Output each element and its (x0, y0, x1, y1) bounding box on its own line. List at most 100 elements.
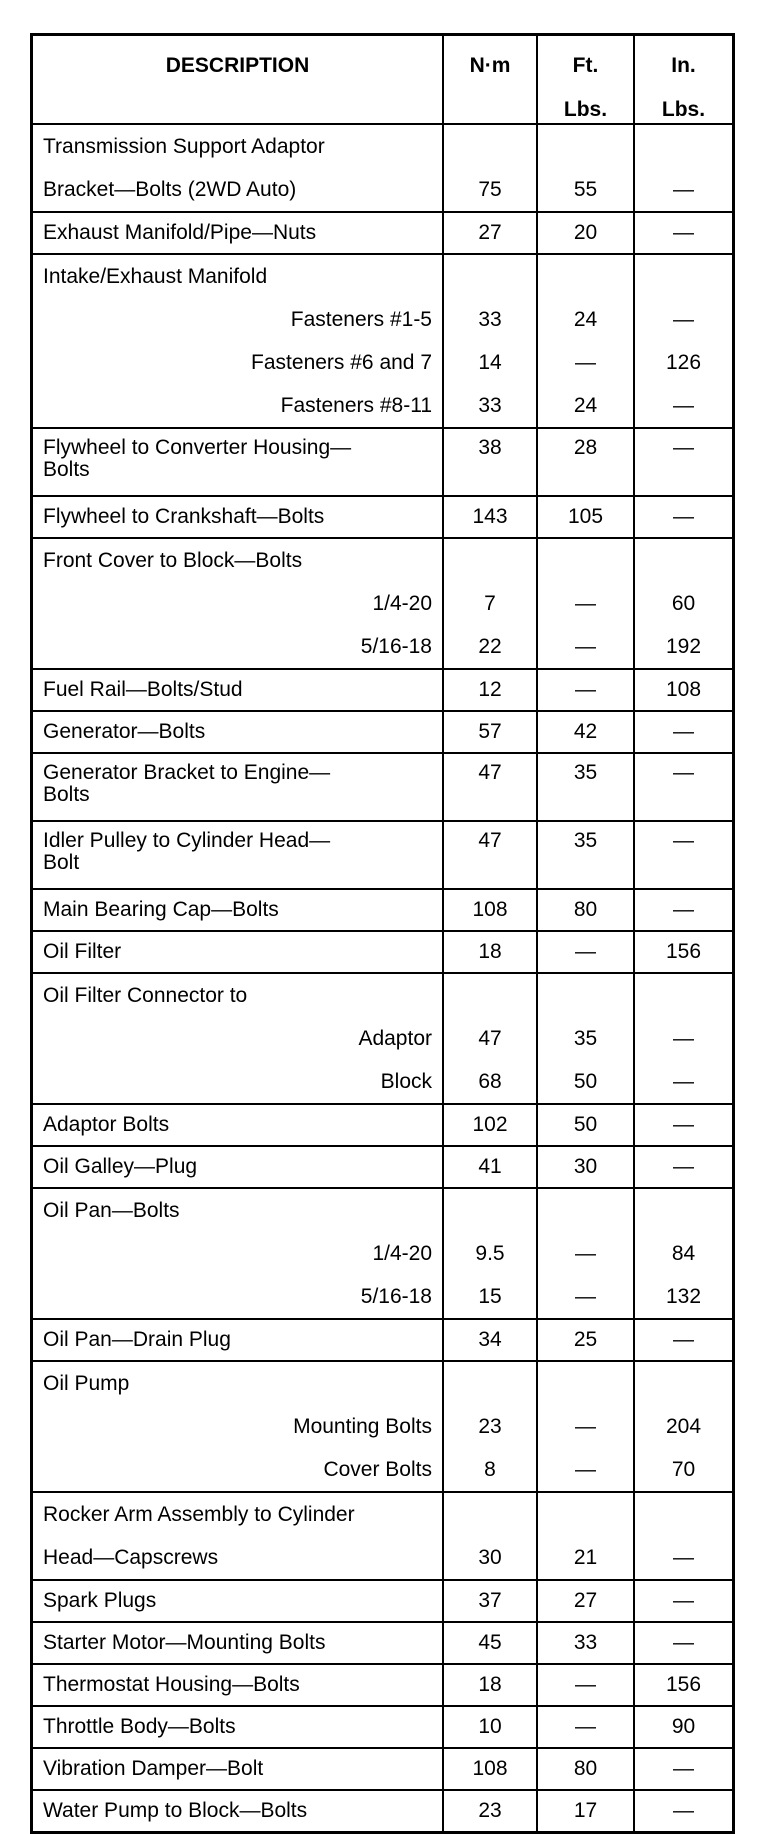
value-cell (538, 974, 635, 1017)
value-cell: — (538, 1405, 635, 1448)
value-cell: 33 (444, 298, 538, 341)
value-cell: 108 (665, 678, 702, 701)
value-cell: — (538, 1707, 635, 1747)
value-cell: 47 (444, 754, 538, 820)
value-cell: 80 (538, 1749, 635, 1789)
description-cell: Flywheel to Crankshaft—Bolts (33, 497, 444, 537)
header-text: In. (671, 54, 696, 77)
description-cell: Throttle Body—Bolts (33, 1707, 444, 1747)
table-row: Flywheel to Crankshaft—Bolts 143 105 — (33, 495, 732, 537)
value-cell: 23 (444, 1791, 538, 1831)
value-cell (538, 1493, 635, 1536)
value-cell: — (538, 1448, 635, 1491)
value-cell: — (673, 1027, 694, 1050)
table-row: Oil Pan—Bolts 1/4-20 9.5— 84 5/16-18 15— 132 (33, 1187, 732, 1318)
value-cell: 9.5 (444, 1232, 538, 1275)
value-cell: 24 (538, 298, 635, 341)
value-cell: — (673, 1546, 694, 1569)
value-cell: 27 (538, 1581, 635, 1621)
value-cell: 35 (538, 754, 635, 820)
value-cell: 30 (538, 1147, 635, 1187)
value-cell: 47 (444, 1017, 538, 1060)
description-cell: Bracket—Bolts (2WD Auto) (33, 168, 444, 211)
value-cell (538, 125, 635, 168)
table-row: Throttle Body—Bolts 10— 90 (33, 1705, 732, 1747)
description-cell: Oil Filter Connector to (33, 974, 444, 1017)
value-cell: 21 (538, 1536, 635, 1579)
value-cell (538, 255, 635, 298)
value-cell: 30 (444, 1536, 538, 1579)
value-cell: — (538, 1232, 635, 1275)
value-cell (444, 125, 538, 168)
value-cell: 80 (538, 890, 635, 930)
value-cell: 57 (444, 712, 538, 752)
value-cell: — (673, 308, 694, 331)
value-cell: — (538, 582, 635, 625)
value-cell: 37 (444, 1581, 538, 1621)
value-cell (444, 1189, 538, 1232)
header-text: Lbs. (661, 98, 706, 121)
value-cell (444, 539, 538, 582)
description-cell: Oil Pan—Drain Plug (33, 1320, 444, 1360)
value-cell: 38 (444, 429, 538, 495)
torque-table: DESCRIPTION N·m Ft. Lbs. In. Lbs. Transmis… (30, 33, 735, 1834)
description-cell: Transmission Support Adaptor (33, 125, 444, 168)
description-cell: Mounting Bolts (33, 1405, 444, 1448)
description-cell: 5/16-18 (33, 1275, 444, 1318)
table-row: Spark Plugs 37 27 — (33, 1579, 732, 1621)
value-cell (635, 539, 732, 582)
description-cell: Flywheel to Converter Housing— Bolts (33, 429, 444, 495)
value-cell (538, 1189, 635, 1232)
value-cell: — (538, 625, 635, 668)
value-cell: — (673, 1589, 694, 1612)
value-cell: 132 (665, 1285, 702, 1308)
header-cell: In. Lbs. (635, 36, 732, 123)
value-cell: 35 (538, 822, 635, 888)
description-cell: Idler Pulley to Cylinder Head— Bolt (33, 822, 444, 888)
description-cell: Head—Capscrews (33, 1536, 444, 1579)
value-cell (444, 974, 538, 1017)
description-cell: Main Bearing Cap—Bolts (33, 890, 444, 930)
header-cell: DESCRIPTION (33, 36, 444, 123)
value-cell: — (673, 1799, 694, 1822)
table-row: Vibration Damper—Bolt 108 80 — (33, 1747, 732, 1789)
header-text: Lbs. (563, 98, 608, 121)
value-cell: — (673, 505, 694, 528)
value-cell: 28 (538, 429, 635, 495)
value-cell: 14 (444, 341, 538, 384)
header-cell: N·m (444, 36, 538, 123)
table-row: Idler Pulley to Cylinder Head— Bolt 47 35— (33, 820, 732, 888)
value-cell (538, 1362, 635, 1405)
value-cell: 50 (538, 1105, 635, 1145)
value-cell: — (673, 1631, 694, 1654)
description-cell: 1/4-20 (33, 1232, 444, 1275)
table-row: Oil Pump Mounting Bolts 23— 204 Cover Bolts 8… (33, 1360, 732, 1491)
description-text: Bolt (43, 851, 80, 874)
table-row: Transmission Support Adaptor Bracket—Bolt… (33, 123, 732, 211)
value-cell (635, 1493, 732, 1536)
description-cell: Spark Plugs (33, 1581, 444, 1621)
value-cell: 18 (444, 1665, 538, 1705)
value-cell: 24 (538, 384, 635, 427)
description-cell: Fasteners #1-5 (33, 298, 444, 341)
value-cell (538, 539, 635, 582)
description-text: Bolts (43, 458, 90, 481)
header-cell: Ft. Lbs. (538, 36, 635, 123)
value-cell: 70 (671, 1458, 696, 1481)
description-cell: Water Pump to Block—Bolts (33, 1791, 444, 1831)
description-cell: Generator—Bolts (33, 712, 444, 752)
value-cell (444, 1493, 538, 1536)
value-cell: 105 (538, 497, 635, 537)
value-cell: 60 (671, 592, 696, 615)
value-cell (635, 125, 732, 168)
description-cell: Thermostat Housing—Bolts (33, 1665, 444, 1705)
value-cell (635, 1189, 732, 1232)
table-row: Rocker Arm Assembly to Cylinder Head—Caps… (33, 1491, 732, 1579)
table-row: Exhaust Manifold/Pipe—Nuts 27 20 — (33, 211, 732, 253)
description-cell: 1/4-20 (33, 582, 444, 625)
value-cell: 47 (444, 822, 538, 888)
value-cell: 108 (444, 1749, 538, 1789)
value-cell: 23 (444, 1405, 538, 1448)
description-cell: Intake/Exhaust Manifold (33, 255, 444, 298)
